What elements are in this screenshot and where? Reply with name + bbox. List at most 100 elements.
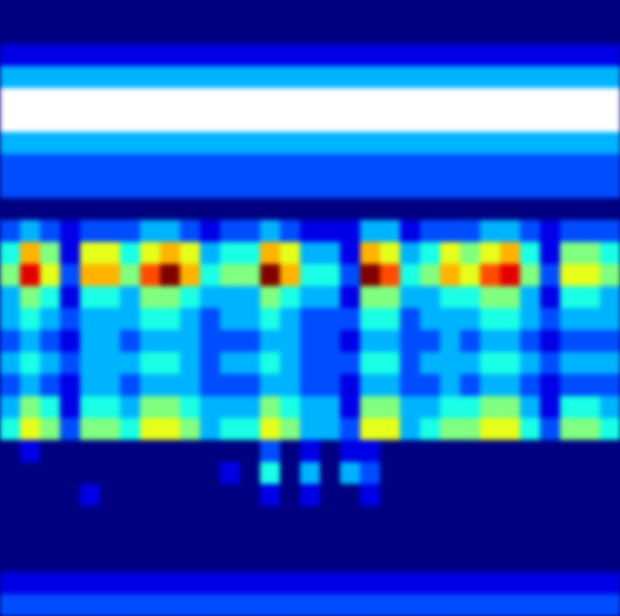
cell bbox=[520, 440, 541, 463]
cell bbox=[460, 462, 481, 485]
cell bbox=[0, 44, 21, 67]
cell bbox=[420, 242, 441, 265]
cell bbox=[360, 418, 381, 441]
cell bbox=[260, 286, 281, 309]
cell bbox=[400, 242, 421, 265]
cell bbox=[120, 0, 141, 23]
cell bbox=[240, 528, 261, 551]
cell bbox=[60, 374, 81, 397]
cell bbox=[400, 0, 421, 23]
cell bbox=[20, 550, 41, 573]
cell bbox=[140, 308, 161, 331]
cell bbox=[500, 132, 521, 155]
cell bbox=[180, 462, 201, 485]
cell bbox=[80, 396, 101, 419]
cell bbox=[500, 572, 521, 595]
cell bbox=[280, 462, 301, 485]
cell bbox=[40, 88, 61, 111]
cell bbox=[460, 44, 481, 67]
cell bbox=[300, 484, 321, 507]
cell bbox=[60, 264, 81, 287]
cell bbox=[300, 44, 321, 67]
cell bbox=[360, 330, 381, 353]
cell bbox=[220, 198, 241, 221]
cell bbox=[360, 176, 381, 199]
cell bbox=[140, 286, 161, 309]
cell bbox=[400, 352, 421, 375]
cell bbox=[100, 220, 121, 243]
cell bbox=[260, 330, 281, 353]
cell bbox=[440, 418, 461, 441]
cell bbox=[180, 132, 201, 155]
cell bbox=[0, 572, 21, 595]
cell bbox=[140, 0, 161, 23]
cell bbox=[340, 22, 361, 45]
cell bbox=[300, 594, 321, 616]
cell bbox=[20, 594, 41, 616]
cell bbox=[220, 550, 241, 573]
cell bbox=[260, 0, 281, 23]
cell bbox=[300, 88, 321, 111]
cell bbox=[540, 242, 561, 265]
cell bbox=[80, 242, 101, 265]
cell bbox=[60, 418, 81, 441]
cell bbox=[540, 176, 561, 199]
cell bbox=[160, 330, 181, 353]
cell bbox=[480, 132, 501, 155]
cell bbox=[480, 396, 501, 419]
cell bbox=[340, 594, 361, 616]
cell bbox=[500, 506, 521, 529]
cell bbox=[220, 484, 241, 507]
cell bbox=[220, 440, 241, 463]
cell bbox=[60, 132, 81, 155]
cell bbox=[340, 198, 361, 221]
cell bbox=[400, 462, 421, 485]
cell bbox=[120, 418, 141, 441]
cell bbox=[200, 22, 221, 45]
cell bbox=[0, 154, 21, 177]
cell bbox=[0, 418, 21, 441]
cell bbox=[80, 484, 101, 507]
cell bbox=[540, 110, 561, 133]
cell bbox=[600, 22, 620, 45]
cell bbox=[460, 220, 481, 243]
cell bbox=[520, 484, 541, 507]
cell bbox=[140, 264, 161, 287]
cell bbox=[160, 484, 181, 507]
cell bbox=[280, 484, 301, 507]
cell bbox=[300, 352, 321, 375]
cell bbox=[520, 550, 541, 573]
cell bbox=[360, 572, 381, 595]
cell bbox=[20, 330, 41, 353]
cell bbox=[120, 594, 141, 616]
cell bbox=[360, 0, 381, 23]
cell bbox=[220, 110, 241, 133]
cell bbox=[520, 198, 541, 221]
cell bbox=[340, 308, 361, 331]
cell bbox=[580, 308, 601, 331]
cell bbox=[400, 330, 421, 353]
cell bbox=[360, 440, 381, 463]
cell bbox=[520, 44, 541, 67]
cell bbox=[140, 374, 161, 397]
cell bbox=[400, 220, 421, 243]
cell bbox=[480, 220, 501, 243]
cell bbox=[580, 0, 601, 23]
cell bbox=[360, 132, 381, 155]
cell bbox=[200, 242, 221, 265]
cell bbox=[200, 594, 221, 616]
cell bbox=[480, 506, 501, 529]
cell bbox=[300, 22, 321, 45]
cell bbox=[60, 308, 81, 331]
cell bbox=[40, 572, 61, 595]
cell bbox=[380, 44, 401, 67]
cell bbox=[20, 440, 41, 463]
cell bbox=[440, 462, 461, 485]
cell bbox=[220, 66, 241, 89]
cell bbox=[420, 0, 441, 23]
cell bbox=[20, 176, 41, 199]
cell bbox=[260, 308, 281, 331]
cell bbox=[520, 66, 541, 89]
cell bbox=[120, 330, 141, 353]
cell bbox=[40, 440, 61, 463]
